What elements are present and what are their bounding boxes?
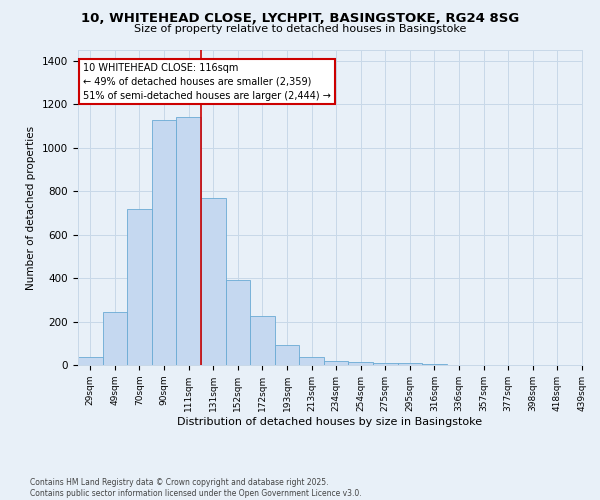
- Text: 10 WHITEHEAD CLOSE: 116sqm
← 49% of detached houses are smaller (2,359)
51% of s: 10 WHITEHEAD CLOSE: 116sqm ← 49% of deta…: [83, 62, 331, 100]
- Bar: [275, 346, 299, 365]
- Bar: [250, 316, 275, 365]
- X-axis label: Distribution of detached houses by size in Basingstoke: Distribution of detached houses by size …: [178, 416, 482, 426]
- Bar: [299, 358, 324, 365]
- Bar: [78, 358, 103, 365]
- Bar: [152, 120, 176, 365]
- Text: Contains HM Land Registry data © Crown copyright and database right 2025.
Contai: Contains HM Land Registry data © Crown c…: [30, 478, 362, 498]
- Bar: [398, 364, 422, 365]
- Bar: [349, 362, 373, 365]
- Bar: [373, 363, 398, 365]
- Bar: [226, 280, 250, 365]
- Bar: [422, 364, 447, 365]
- Bar: [103, 312, 127, 365]
- Bar: [127, 208, 152, 365]
- Text: Size of property relative to detached houses in Basingstoke: Size of property relative to detached ho…: [134, 24, 466, 34]
- Y-axis label: Number of detached properties: Number of detached properties: [26, 126, 37, 290]
- Text: 10, WHITEHEAD CLOSE, LYCHPIT, BASINGSTOKE, RG24 8SG: 10, WHITEHEAD CLOSE, LYCHPIT, BASINGSTOK…: [81, 12, 519, 26]
- Bar: [324, 360, 349, 365]
- Bar: [201, 198, 226, 365]
- Bar: [176, 118, 201, 365]
